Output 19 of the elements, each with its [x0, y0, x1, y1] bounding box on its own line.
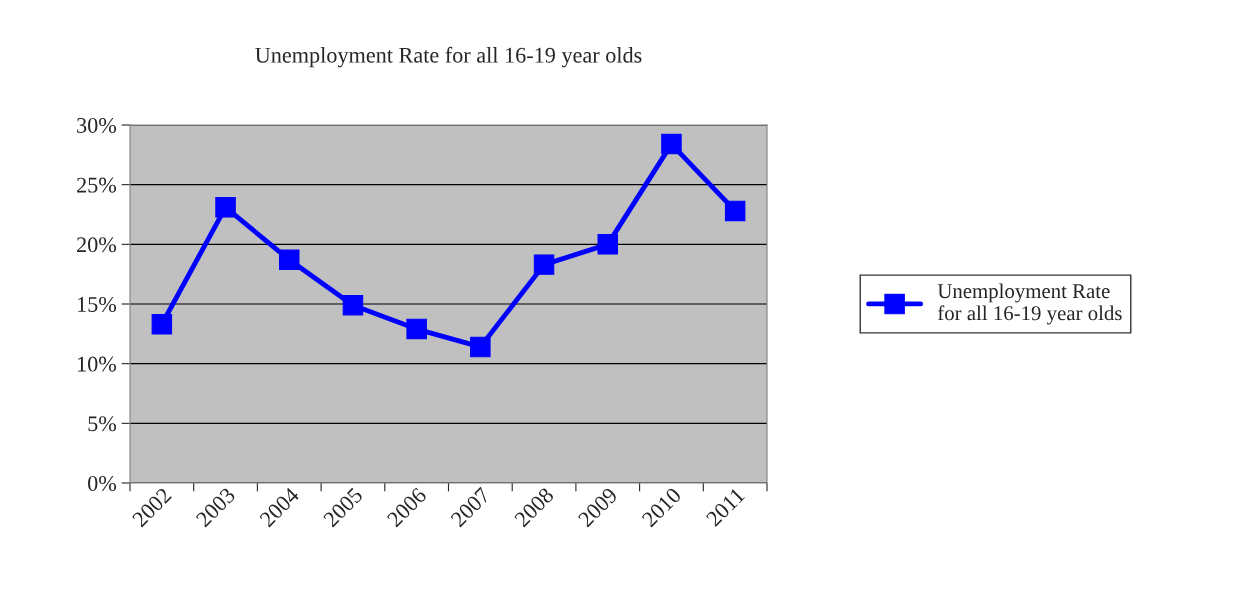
legend-label: Unemployment Rate for all 16-19 year olds: [937, 283, 1122, 325]
point: [470, 336, 491, 358]
point: [279, 249, 300, 271]
point: [597, 234, 618, 255]
point: [661, 133, 682, 155]
y-tick-label: 5%: [88, 416, 117, 432]
point: [406, 318, 427, 340]
point: [533, 254, 555, 275]
y-tick-label: 30%: [77, 117, 117, 133]
point: [724, 200, 746, 222]
y-tick-label: 15%: [78, 296, 117, 312]
point: [151, 314, 173, 335]
y-tick-label: 20%: [77, 237, 117, 253]
y-tick-label: 25%: [77, 177, 117, 193]
y-tick-label: 0%: [88, 475, 117, 491]
point: [342, 294, 364, 316]
chart-title: Unemployment Rate for all 16-19 year olds: [255, 46, 642, 68]
point: [215, 197, 236, 218]
y-tick-label: 10%: [78, 356, 117, 372]
